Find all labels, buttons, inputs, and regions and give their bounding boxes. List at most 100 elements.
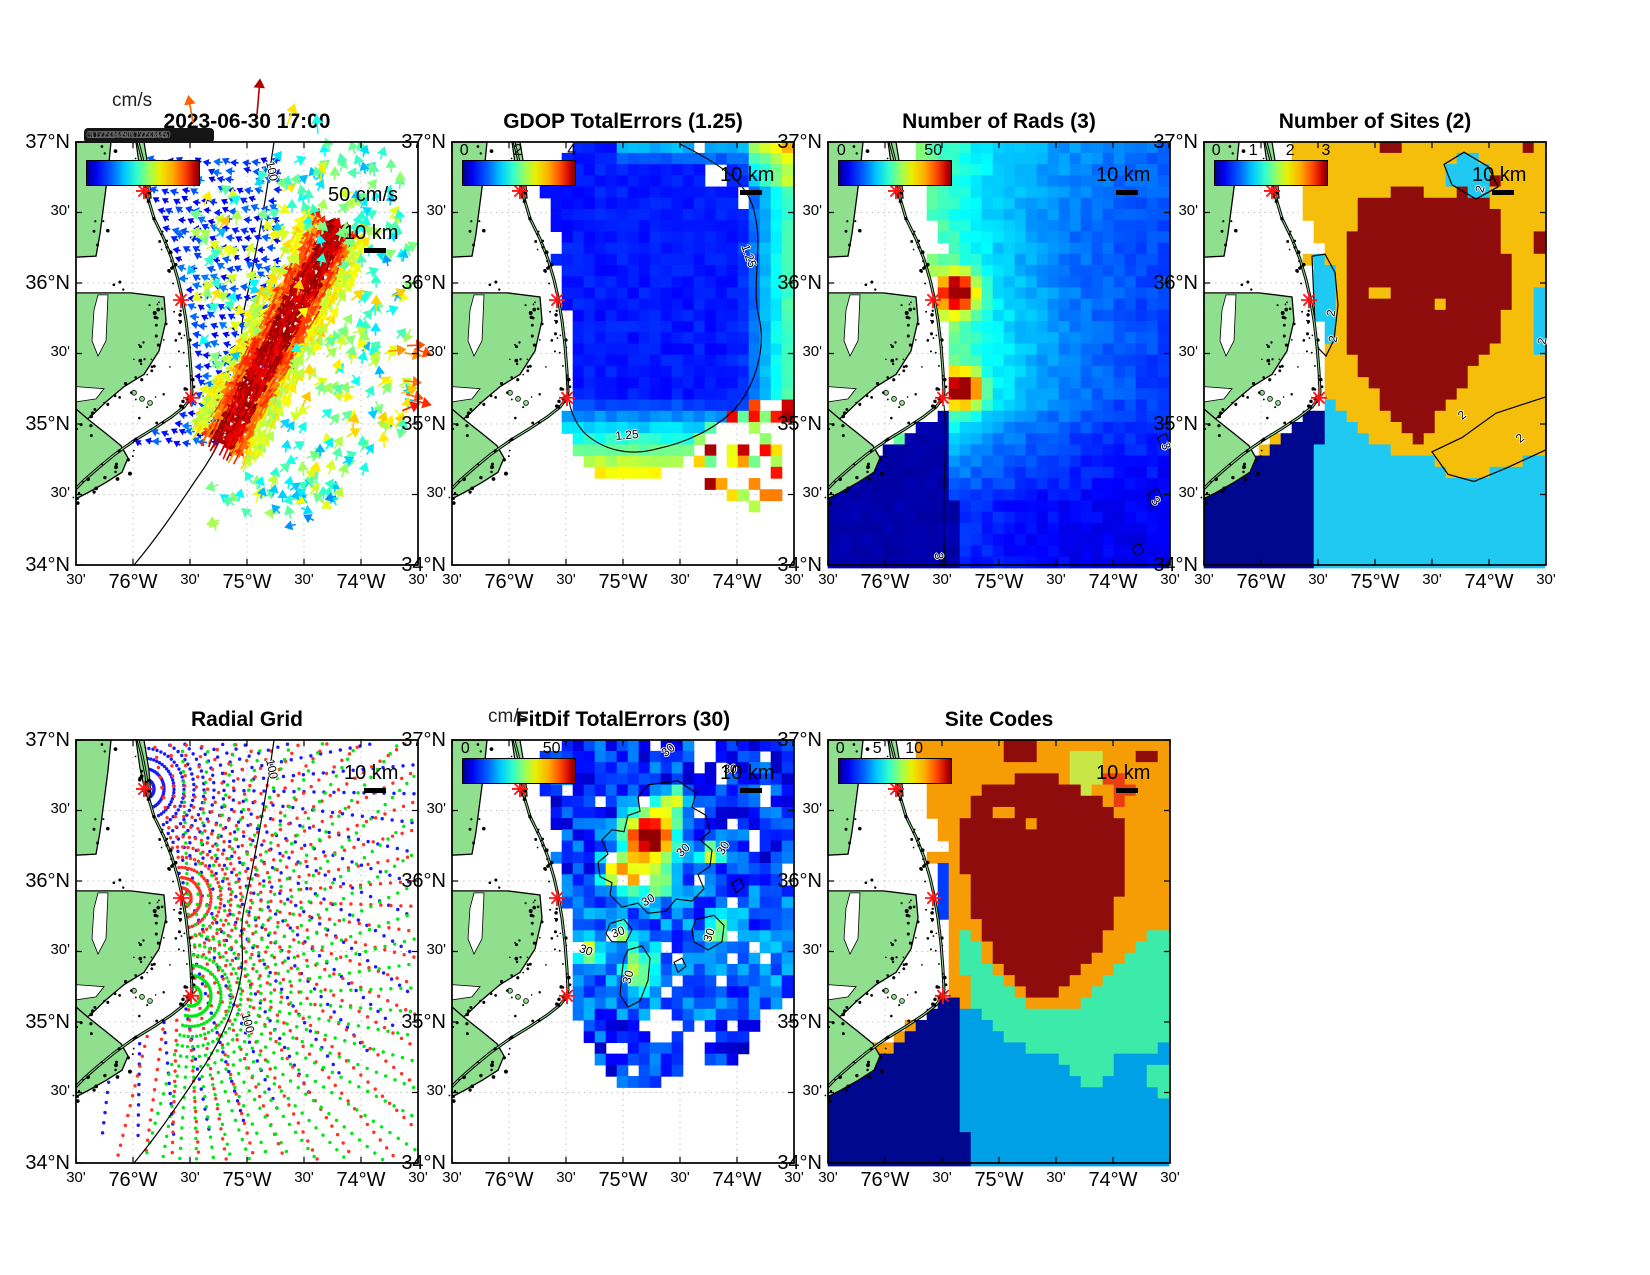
coastline-land [448,739,572,1103]
lon-tick-label: 30' [1046,571,1066,588]
colorbar-tick-label: 0 [459,142,469,159]
contour-label: 3 [931,551,947,560]
site-star-icon [173,291,189,309]
colorbar-tick-label: 1 [1248,142,1258,159]
lat-tick-label: 36°N [401,272,446,294]
lat-tick-label: 35°N [25,413,70,435]
lat-tick-label: 37°N [777,729,822,751]
lat-tick-label: 37°N [401,729,446,751]
axes-frame [75,141,419,566]
lat-tick-label: 30' [50,342,70,360]
axes-frame [75,739,419,1164]
lon-tick-label: 76°W [108,571,158,593]
scale-bar [1116,788,1138,793]
lon-tick-label: 74°W [1088,571,1138,593]
lon-tick-label: 75°W [598,1169,648,1191]
lon-tick-label: 74°W [712,571,762,593]
panel-title-radialgrid: Radial Grid [190,708,304,731]
lon-tick-label: 76°W [1236,571,1286,593]
lat-tick-label: 30' [426,201,446,219]
coastline-land [824,141,948,505]
lat-tick-label: 30' [1178,201,1198,219]
panel-title-rads: Number of Rads (3) [902,110,1096,133]
lat-tick-label: 34°N [25,1152,70,1174]
lon-tick-label: 30' [294,1169,314,1186]
heatmap-cells [539,739,794,1088]
category-cells [1203,141,1547,569]
lat-tick-label: 30' [802,483,822,501]
map-sitecodes [824,739,1171,1167]
colorbar-tick-label: 3 [1321,142,1331,159]
site-star-icon [925,889,941,907]
axes-frame [1203,141,1547,566]
lon-tick-label: 30' [180,1169,200,1186]
lat-tick-label: 37°N [777,131,822,153]
lat-tick-label: 35°N [1153,413,1198,435]
colorbar [462,160,576,186]
lon-tick-label: 30' [556,1169,576,1186]
lat-tick-label: 30' [1178,483,1198,501]
lat-tick-label: 34°N [1153,554,1198,576]
lon-tick-label: 30' [932,1169,952,1186]
lon-tick-label: 30' [442,571,462,588]
colorbar [838,758,952,784]
lon-tick-label: 30' [818,571,838,588]
lat-tick-label: 36°N [777,870,822,892]
lon-tick-label: 75°W [974,1169,1024,1191]
lon-tick-label: 30' [670,571,690,588]
site-star-icon [888,780,904,798]
isobath-100m [133,739,275,1164]
lat-tick-label: 30' [802,799,822,817]
lat-tick-label: 30' [426,799,446,817]
axes-frame [451,739,795,1164]
lon-tick-label: 30' [932,571,952,588]
site-star-icon [173,889,189,907]
site-star-icon [935,987,951,1004]
lat-tick-label: 37°N [25,729,70,751]
radar-site-stars [512,182,575,406]
lon-tick-label: 30' [66,1169,86,1186]
lat-tick-label: 37°N [25,131,70,153]
lat-tick-label: 34°N [401,1152,446,1174]
lon-tick-label: 30' [408,571,428,588]
lon-tick-label: 75°W [598,571,648,593]
lon-tick-label: 30' [784,571,804,588]
contour-label: 1.25 [614,426,640,443]
site-star-icon [1264,182,1280,200]
site-star-icon [136,780,152,798]
colorbar-tick-label: 0 [460,740,470,757]
lat-tick-label: 30' [50,799,70,817]
lat-tick-label: 30' [802,201,822,219]
colorbar-tick-label: 2 [513,142,523,159]
radar-site-stars [136,780,199,1004]
lat-tick-label: 34°N [777,554,822,576]
site-star-icon [559,987,575,1004]
lon-tick-label: 30' [818,1169,838,1186]
lon-tick-label: 75°W [974,571,1024,593]
scale-bar-label: 10 km [344,222,399,244]
site-star-icon [549,291,565,309]
lat-tick-label: 35°N [401,413,446,435]
radar-site-stars [888,780,951,1004]
lon-tick-label: 30' [1160,1169,1180,1186]
lon-tick-label: 74°W [336,1169,386,1191]
lat-tick-label: 30' [50,201,70,219]
map-radialgrid [72,739,419,1164]
site-star-icon [1301,291,1317,309]
map-nsites [1200,141,1547,569]
radial-grid-points [100,742,417,1162]
site-star-icon [888,182,904,200]
lat-tick-label: 34°N [401,554,446,576]
site-star-icon [512,780,528,798]
contour-lines [943,404,1170,566]
lat-tick-label: 30' [802,342,822,360]
contour-label: 30 [723,761,737,776]
axes-frame [451,141,795,566]
scale-bar [364,788,386,793]
colorbar [838,160,952,186]
colorbar-units-label: cm/s [112,90,153,111]
colorbar-tick-label: 5 [872,740,882,757]
scale-bar [740,788,762,793]
lat-tick-label: 34°N [25,554,70,576]
site-star-icon [1311,389,1327,406]
